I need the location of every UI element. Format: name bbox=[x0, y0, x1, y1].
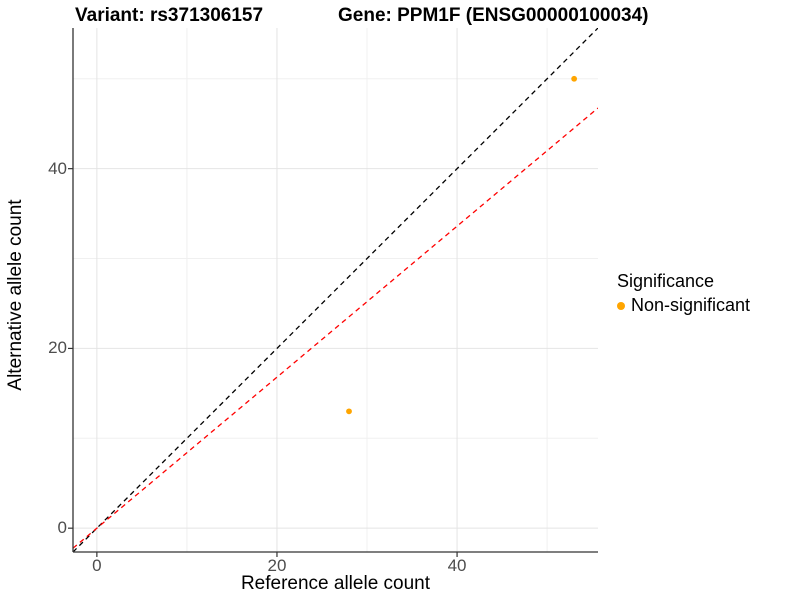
y-tick-label: 20 bbox=[48, 338, 67, 358]
legend-title: Significance bbox=[617, 271, 715, 291]
legend-point-icon bbox=[617, 301, 625, 310]
y-tick-label: 0 bbox=[57, 518, 67, 538]
y-tick-label: 40 bbox=[48, 158, 67, 178]
variant-title: Variant: rs371306157 bbox=[75, 5, 264, 26]
x-tick-label: 0 bbox=[92, 556, 102, 575]
panel bbox=[68, 28, 598, 557]
data-point bbox=[571, 75, 578, 82]
expected-ratio-line bbox=[73, 107, 598, 549]
identity-line bbox=[73, 28, 598, 552]
x-tick-label: 20 bbox=[267, 556, 287, 575]
data-point bbox=[346, 408, 352, 415]
gene-title: Gene: PPM1F (ENSG00000100034) bbox=[338, 5, 649, 26]
y-axis-title: Alternative allele count bbox=[5, 199, 26, 391]
legend-item: Non-significant bbox=[617, 295, 750, 316]
legend-item-label: Non-significant bbox=[631, 295, 751, 315]
x-tick-label: 40 bbox=[447, 556, 467, 575]
x-axis-title: Reference allele count bbox=[240, 573, 431, 594]
legend: Significance Non-significant bbox=[617, 271, 750, 316]
